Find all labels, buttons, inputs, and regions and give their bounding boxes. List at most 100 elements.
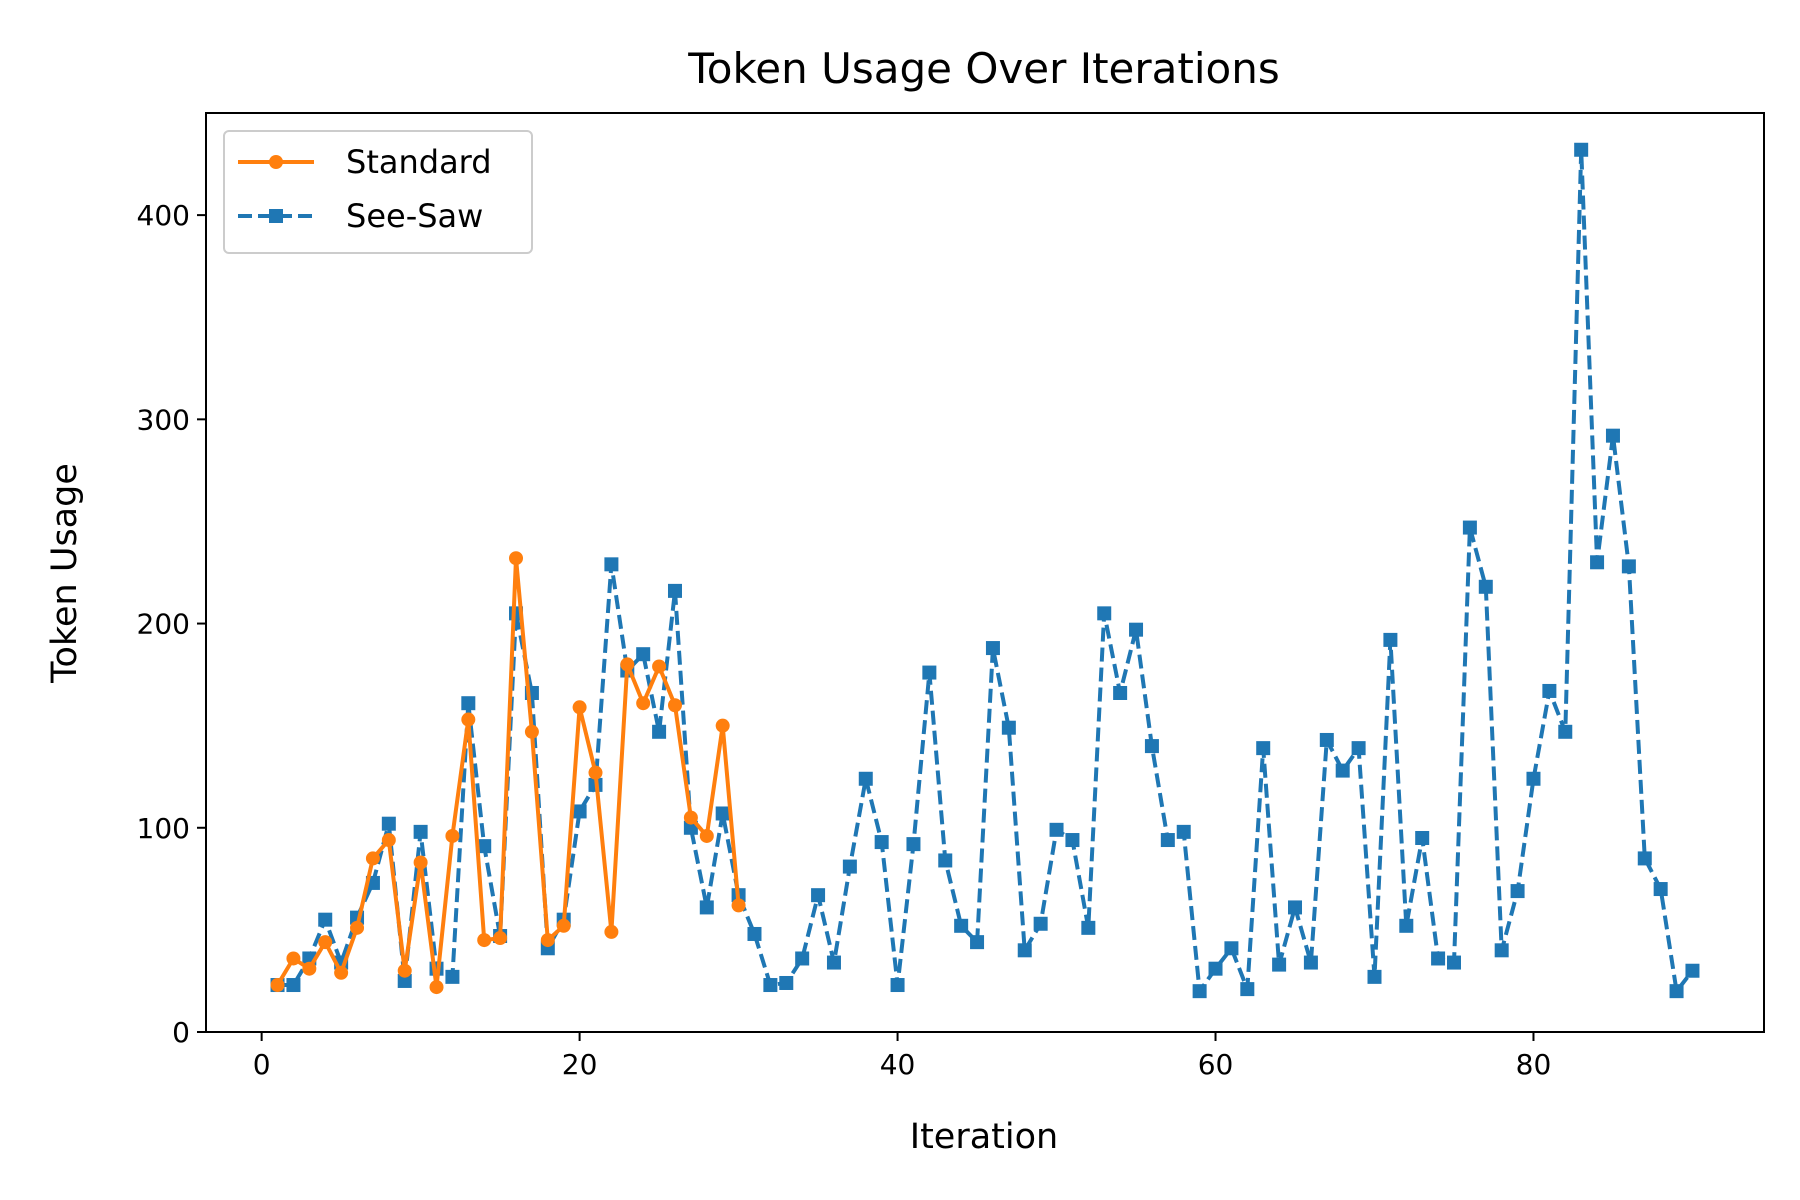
data-point [683, 810, 698, 825]
data-point [715, 718, 730, 733]
data-point [954, 918, 969, 933]
y-tick-label: 300 [137, 403, 190, 436]
legend-entry-standard: Standard [238, 143, 492, 181]
data-point [1065, 833, 1080, 848]
data-point [811, 888, 826, 903]
data-point [1542, 683, 1557, 698]
data-point [1256, 741, 1271, 756]
data-point [826, 955, 841, 970]
data-point [620, 657, 635, 672]
data-point [302, 961, 317, 976]
y-tick-label: 400 [137, 199, 190, 232]
data-point [1462, 520, 1477, 535]
x-tick-label: 40 [880, 1048, 916, 1081]
data-point [1176, 824, 1191, 839]
data-point [604, 924, 619, 939]
legend-entry-see-saw: See-Saw [238, 197, 483, 235]
data-point [1335, 763, 1350, 778]
data-point [365, 851, 380, 866]
data-point [1494, 943, 1509, 958]
data-point [985, 641, 1000, 656]
data-point [699, 828, 714, 843]
data-point [604, 557, 619, 572]
data-point [667, 583, 682, 598]
data-point [1637, 851, 1652, 866]
data-point [461, 696, 476, 711]
data-point [381, 816, 396, 831]
data-point [270, 978, 285, 993]
data-point [350, 920, 365, 935]
data-point [1113, 685, 1128, 700]
chart-title: Token Usage Over Iterations [687, 44, 1279, 93]
x-tick-label: 0 [253, 1048, 271, 1081]
data-point [1319, 732, 1334, 747]
data-point [1288, 900, 1303, 915]
data-point [1224, 941, 1239, 956]
data-point [556, 918, 571, 933]
data-point [524, 724, 539, 739]
data-point [381, 833, 396, 848]
data-point [429, 980, 444, 995]
data-point [1367, 969, 1382, 984]
data-point [461, 712, 476, 727]
data-point [445, 828, 460, 843]
data-point [890, 978, 905, 993]
data-point [1208, 961, 1223, 976]
data-point [1526, 771, 1541, 786]
data-point [413, 855, 428, 870]
data-point [1017, 943, 1032, 958]
data-point [795, 951, 810, 966]
y-axis-label: Token Usage [45, 463, 85, 684]
data-point [1303, 955, 1318, 970]
data-point [858, 771, 873, 786]
y-tick-label: 100 [137, 812, 190, 845]
data-point [572, 804, 587, 819]
data-point [1399, 918, 1414, 933]
data-point [1351, 741, 1366, 756]
legend-marker [269, 155, 283, 169]
data-point [922, 665, 937, 680]
data-point [1383, 632, 1398, 647]
data-point [318, 935, 333, 950]
plot-frame [205, 112, 1765, 1033]
x-axis-label: Iteration [910, 1117, 1058, 1157]
data-point [906, 837, 921, 852]
data-point [1605, 428, 1620, 443]
data-point [1446, 955, 1461, 970]
data-point [715, 806, 730, 821]
data-point [1431, 951, 1446, 966]
data-point [667, 698, 682, 713]
data-point [747, 926, 762, 941]
data-point [588, 765, 603, 780]
data-point [334, 965, 349, 980]
data-point [572, 700, 587, 715]
x-tick-label: 80 [1516, 1048, 1552, 1081]
data-point [1653, 882, 1668, 897]
data-point [1669, 984, 1684, 999]
legend-label: Standard [346, 143, 492, 181]
data-point [509, 551, 524, 566]
data-point [397, 973, 412, 988]
data-point [540, 933, 555, 948]
data-point [1510, 884, 1525, 899]
data-point [874, 835, 889, 850]
data-point [763, 978, 778, 993]
data-point [1240, 982, 1255, 997]
data-point [1478, 579, 1493, 594]
series-see-saw [270, 142, 1700, 999]
data-point [1590, 555, 1605, 570]
series-line-see-saw [277, 147, 1695, 994]
data-point [413, 824, 428, 839]
data-point [938, 853, 953, 868]
data-point [445, 969, 460, 984]
data-point [1129, 622, 1144, 637]
data-point [1558, 724, 1573, 739]
data-point [1192, 984, 1207, 999]
data-point [636, 696, 651, 711]
series-standard [270, 551, 746, 995]
data-point [636, 647, 651, 662]
data-point [970, 935, 985, 950]
data-point [779, 975, 794, 990]
data-point [652, 724, 667, 739]
